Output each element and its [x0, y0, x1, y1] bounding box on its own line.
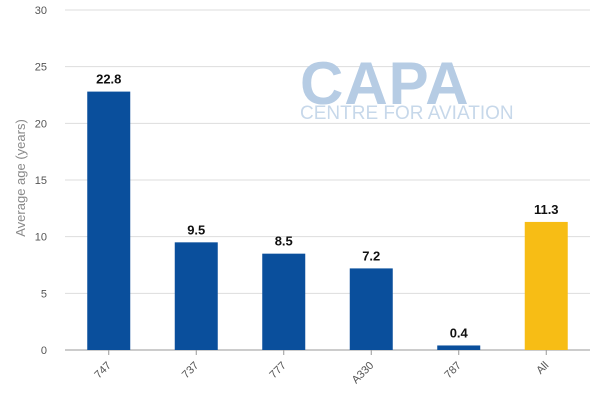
y-tick-label: 15 — [35, 175, 47, 187]
data-labels: 22.8 9.5 8.5 7.2 0.4 11.3 — [96, 72, 558, 341]
x-axis: 747 737 777 A330 787 All — [92, 350, 551, 386]
y-tick-label: 5 — [41, 288, 47, 300]
y-axis: 0 5 10 15 20 25 30 — [35, 5, 47, 357]
bar-787 — [437, 345, 481, 350]
data-label: 7.2 — [362, 248, 380, 263]
bar-747 — [87, 91, 131, 350]
bar-737 — [174, 242, 218, 350]
x-tick-label: A330 — [350, 360, 377, 387]
capa-watermark: CAPA CENTRE FOR AVIATION — [300, 50, 514, 124]
y-axis-label: Average age (years) — [13, 119, 28, 237]
bars — [87, 91, 568, 350]
x-tick-label: 747 — [92, 360, 113, 381]
x-tick-label: 777 — [267, 360, 288, 381]
watermark-logo: CAPA — [300, 50, 470, 117]
x-tick-label: 787 — [442, 360, 463, 381]
y-tick-label: 30 — [35, 5, 47, 17]
bar-a330 — [349, 268, 393, 350]
data-label: 0.4 — [450, 325, 469, 340]
watermark-tagline: CENTRE FOR AVIATION — [300, 103, 514, 124]
x-tick-label: All — [534, 360, 551, 377]
data-label: 22.8 — [96, 72, 121, 87]
x-tick-label: 737 — [180, 360, 201, 381]
data-label: 11.3 — [534, 202, 559, 217]
bar-777 — [262, 253, 306, 350]
data-label: 8.5 — [275, 234, 293, 249]
y-tick-label: 0 — [41, 345, 47, 357]
y-tick-label: 25 — [35, 62, 47, 74]
bar-all — [524, 221, 568, 350]
data-label: 9.5 — [187, 222, 205, 237]
y-tick-label: 20 — [35, 118, 47, 130]
y-tick-label: 10 — [35, 232, 47, 244]
grid-lines — [65, 9, 590, 351]
